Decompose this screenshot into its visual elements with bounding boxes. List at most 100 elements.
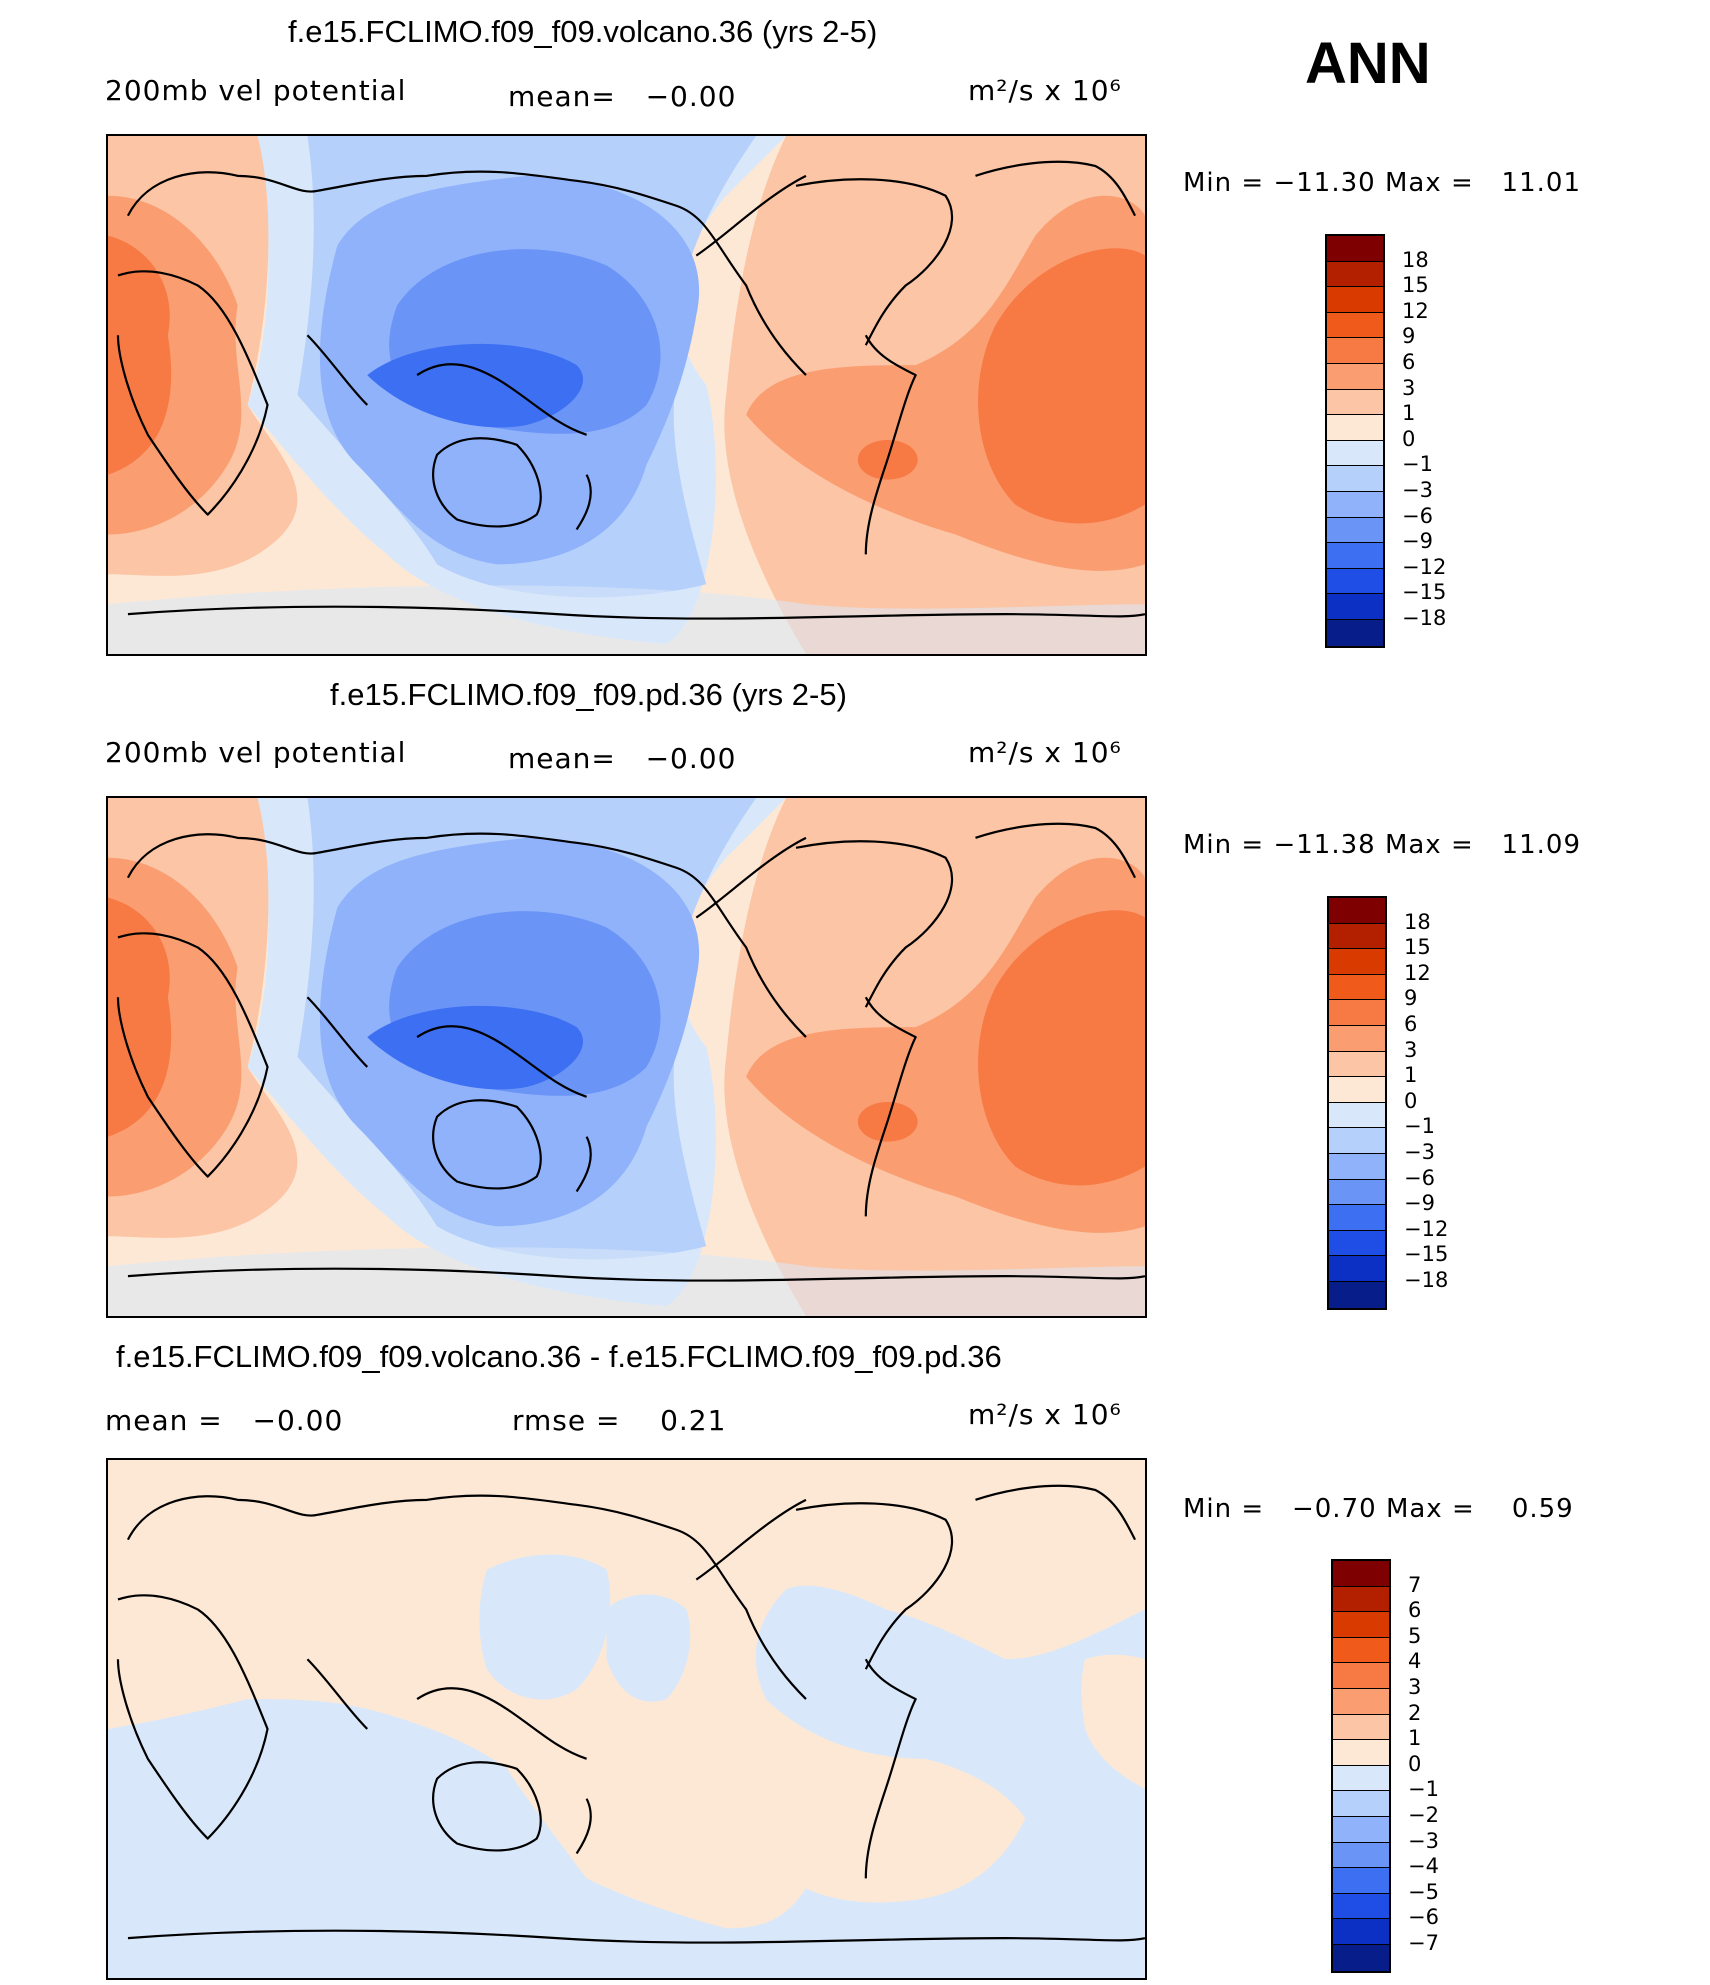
panel2-min-label: Min =	[1183, 830, 1265, 860]
colorbar-swatch	[1329, 1256, 1385, 1282]
colorbar-tick-label: −3	[1402, 478, 1433, 502]
colorbar-tick-label: 3	[1402, 375, 1416, 400]
colorbar-tick-label: 0	[1404, 1088, 1418, 1113]
colorbar-tick-label: −9	[1404, 1191, 1435, 1216]
colorbar-swatch	[1327, 389, 1383, 416]
colorbar-tick-label: 9	[1404, 986, 1418, 1011]
panel2-title: f.e15.FCLIMO.f09_f09.pd.36 (yrs 2-5)	[330, 677, 847, 712]
colorbar-swatch	[1327, 261, 1383, 288]
colorbar-swatch	[1333, 1816, 1389, 1843]
colorbar-swatch	[1327, 543, 1383, 569]
colorbar-swatch	[1333, 1714, 1389, 1741]
colorbar-tick-label: 1	[1404, 1063, 1418, 1088]
colorbar-swatch	[1327, 440, 1383, 467]
panel1-field-label: 200mb vel potential	[105, 74, 407, 107]
colorbar-tick-label: −18	[1402, 606, 1447, 630]
colorbar-tick-label: 1	[1408, 1726, 1422, 1751]
panel3-map-svg	[108, 1460, 1145, 1978]
panel1-max-value: 11.01	[1501, 168, 1581, 198]
colorbar-tick-label: 0	[1408, 1751, 1422, 1776]
panel1-min-label: Min =	[1183, 168, 1265, 198]
colorbar-tick-label: 12	[1402, 298, 1429, 323]
colorbar-swatch	[1333, 1765, 1389, 1792]
colorbar-swatch	[1327, 568, 1383, 595]
colorbar-swatch	[1333, 1944, 1389, 1971]
colorbar-swatch	[1333, 1740, 1389, 1766]
colorbar-tick-label: 15	[1404, 935, 1431, 960]
panel1-map-svg	[108, 136, 1145, 654]
colorbar-tick-label: −12	[1404, 1216, 1449, 1241]
colorbar-tick-label: −1	[1408, 1777, 1439, 1802]
panel3-mean: mean = −0.00	[105, 1404, 343, 1437]
colorbar-tick-label: −7	[1408, 1931, 1439, 1955]
colorbar-tick-label: 3	[1404, 1037, 1418, 1062]
colorbar-swatch	[1329, 1000, 1385, 1026]
colorbar-tick-label: −1	[1404, 1114, 1435, 1139]
colorbar-tick-label: 5	[1408, 1623, 1422, 1648]
season-label: ANN	[1305, 31, 1431, 96]
panel3-min-max: Min = −0.70 Max = 0.59	[1183, 1494, 1574, 1524]
colorbar-tick-label: 6	[1408, 1598, 1422, 1623]
panel3-rmse-value: 0.21	[660, 1404, 727, 1437]
panel3-max-label: Max =	[1385, 1494, 1475, 1524]
panel2-mean: mean= −0.00	[508, 742, 736, 775]
colorbar-swatch	[1329, 1281, 1385, 1308]
colorbar-swatch	[1329, 1025, 1385, 1052]
panel3-colorbar	[1331, 1559, 1391, 1973]
colorbar-swatch	[1329, 974, 1385, 1001]
colorbar-tick-label: −4	[1408, 1854, 1439, 1879]
colorbar-swatch	[1329, 1153, 1385, 1180]
colorbar-tick-label: 18	[1404, 909, 1431, 934]
colorbar-tick-label: 15	[1402, 273, 1429, 298]
panel1-mean: mean= −0.00	[508, 80, 736, 113]
colorbar-tick-label: 1	[1402, 401, 1416, 426]
panel2-max-label: Max =	[1384, 830, 1474, 860]
panel3-min-value: −0.70	[1291, 1494, 1377, 1524]
panel2-mean-value: −0.00	[645, 742, 737, 775]
panel3-max-value: 0.59	[1511, 1494, 1574, 1524]
colorbar-tick-label: −2	[1408, 1803, 1439, 1827]
colorbar-swatch	[1327, 466, 1383, 492]
panel2-min-value: −11.38	[1273, 830, 1376, 860]
panel1-mean-value: −0.00	[645, 80, 737, 113]
colorbar-tick-label: −15	[1402, 580, 1447, 605]
colorbar-swatch	[1327, 517, 1383, 544]
colorbar-tick-label: −18	[1404, 1268, 1449, 1292]
panel3-mean-value: −0.00	[252, 1404, 344, 1437]
colorbar-swatch	[1327, 236, 1383, 262]
panel2-mean-label: mean=	[508, 742, 616, 775]
colorbar-swatch	[1327, 619, 1383, 646]
colorbar-tick-label: −6	[1402, 503, 1433, 528]
colorbar-swatch	[1329, 923, 1385, 950]
colorbar-swatch	[1333, 1868, 1389, 1894]
colorbar-tick-label: 12	[1404, 960, 1431, 985]
panel3-min-label: Min =	[1183, 1494, 1265, 1524]
colorbar-swatch	[1333, 1919, 1389, 1945]
colorbar-swatch	[1333, 1561, 1389, 1587]
colorbar-tick-label: 6	[1402, 350, 1416, 374]
colorbar-tick-label: 18	[1402, 247, 1429, 272]
colorbar-tick-label: −3	[1408, 1828, 1439, 1853]
colorbar-swatch	[1329, 1205, 1385, 1231]
panel1-title: f.e15.FCLIMO.f09_f09.volcano.36 (yrs 2-5…	[288, 14, 878, 49]
panel3-units: m²/s x 10⁶	[968, 1398, 1122, 1431]
panel1-colorbar	[1325, 234, 1385, 648]
colorbar-tick-label: −1	[1402, 452, 1433, 477]
colorbar-swatch	[1329, 1179, 1385, 1206]
colorbar-tick-label: 9	[1402, 324, 1416, 349]
colorbar-tick-label: −6	[1408, 1905, 1439, 1930]
colorbar-swatch	[1329, 949, 1385, 975]
panel3-rmse-label: rmse =	[512, 1404, 621, 1437]
colorbar-tick-label: 0	[1402, 426, 1416, 451]
colorbar-swatch	[1329, 1051, 1385, 1078]
panel2-max-value: 11.09	[1501, 830, 1581, 860]
panel2-units: m²/s x 10⁶	[968, 736, 1122, 769]
panel3-rmse: rmse = 0.21	[512, 1404, 726, 1437]
panel2-colorbar	[1327, 896, 1387, 1310]
colorbar-swatch	[1333, 1663, 1389, 1689]
colorbar-swatch	[1329, 898, 1385, 924]
colorbar-swatch	[1327, 594, 1383, 620]
colorbar-tick-label: 4	[1408, 1649, 1422, 1674]
colorbar-swatch	[1327, 363, 1383, 390]
colorbar-tick-label: 7	[1408, 1572, 1422, 1597]
